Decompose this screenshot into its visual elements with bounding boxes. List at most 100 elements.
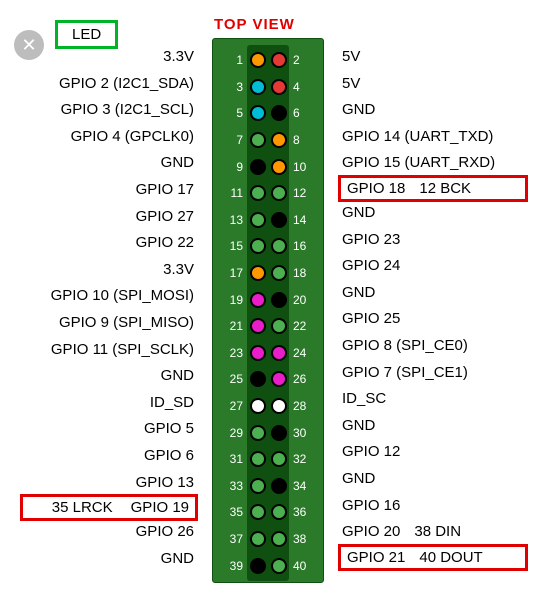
label-left-text: GPIO 17 bbox=[136, 181, 194, 198]
pin-left bbox=[250, 79, 266, 95]
pin-number-right: 38 bbox=[293, 532, 317, 546]
pin-right bbox=[271, 185, 287, 201]
label-right-text: GND bbox=[342, 470, 375, 487]
pin-row: 2122 bbox=[247, 313, 289, 340]
pin-number-left: 37 bbox=[219, 532, 243, 546]
pin-number-left: 9 bbox=[219, 160, 243, 174]
pin-number-right: 30 bbox=[293, 426, 317, 440]
pin-number-right: 24 bbox=[293, 346, 317, 360]
label-left-text: 3.3V bbox=[163, 261, 194, 278]
label-left-text: GND bbox=[161, 367, 194, 384]
label-left: GPIO 6 bbox=[0, 443, 200, 470]
pin-left bbox=[250, 371, 266, 387]
pin-row: 2324 bbox=[247, 340, 289, 367]
label-left: GPIO 22 bbox=[0, 230, 200, 257]
pin-number-left: 25 bbox=[219, 372, 243, 386]
pin-right bbox=[271, 371, 287, 387]
label-right: GND bbox=[336, 97, 536, 124]
pin-left bbox=[250, 425, 266, 441]
label-left: GPIO 10 (SPI_MOSI) bbox=[0, 283, 200, 310]
label-right-extra: 40 DOUT bbox=[419, 549, 482, 566]
pin-left bbox=[250, 478, 266, 494]
label-right-text: GPIO 8 (SPI_CE0) bbox=[342, 337, 468, 354]
label-right: GPIO 1812 BCK bbox=[338, 175, 528, 202]
pin-number-right: 16 bbox=[293, 239, 317, 253]
pin-right bbox=[271, 558, 287, 574]
label-left: GPIO 2 (I2C1_SDA) bbox=[0, 71, 200, 98]
pin-number-right: 22 bbox=[293, 319, 317, 333]
label-right-extra: 38 DIN bbox=[414, 523, 461, 540]
pin-row: 2728 bbox=[247, 393, 289, 420]
label-left: GPIO 17 bbox=[0, 177, 200, 204]
pin-number-right: 32 bbox=[293, 452, 317, 466]
label-left-text: GPIO 13 bbox=[136, 474, 194, 491]
pin-number-right: 12 bbox=[293, 186, 317, 200]
pin-left bbox=[250, 451, 266, 467]
label-right-text: GPIO 7 (SPI_CE1) bbox=[342, 364, 468, 381]
pin-left bbox=[250, 292, 266, 308]
label-right-text: GPIO 12 bbox=[342, 443, 400, 460]
pin-row: 1516 bbox=[247, 233, 289, 260]
pin-number-left: 7 bbox=[219, 133, 243, 147]
pin-right bbox=[271, 398, 287, 414]
labels-right-column: 5V5VGNDGPIO 14 (UART_TXD)GPIO 15 (UART_R… bbox=[336, 44, 536, 569]
pin-left bbox=[250, 212, 266, 228]
label-right-text: ID_SC bbox=[342, 390, 386, 407]
label-right-text: GPIO 18 bbox=[347, 180, 405, 197]
pin-row: 3334 bbox=[247, 473, 289, 500]
label-right: GPIO 16 bbox=[336, 493, 536, 520]
label-right: GND bbox=[336, 200, 536, 227]
pin-right bbox=[271, 159, 287, 175]
label-left-text: GND bbox=[161, 154, 194, 171]
pin-right bbox=[271, 425, 287, 441]
top-view-label: TOP VIEW bbox=[214, 16, 295, 33]
pin-left bbox=[250, 345, 266, 361]
pin-right bbox=[271, 79, 287, 95]
pin-row: 1314 bbox=[247, 207, 289, 234]
label-right: GPIO 15 (UART_RXD) bbox=[336, 150, 536, 177]
label-right: GPIO 23 bbox=[336, 227, 536, 254]
pin-row: 1718 bbox=[247, 260, 289, 287]
label-right-text: GPIO 16 bbox=[342, 497, 400, 514]
label-left-text: GPIO 2 (I2C1_SDA) bbox=[59, 75, 194, 92]
pin-left bbox=[250, 52, 266, 68]
label-right: GPIO 12 bbox=[336, 439, 536, 466]
label-right: GND bbox=[336, 466, 536, 493]
pin-strip: 1234567891011121314151617181920212223242… bbox=[247, 45, 289, 581]
label-right-text: GPIO 20 bbox=[342, 523, 400, 540]
pin-number-right: 20 bbox=[293, 293, 317, 307]
label-left-text: GPIO 3 (I2C1_SCL) bbox=[61, 101, 194, 118]
label-right-text: GPIO 21 bbox=[347, 549, 405, 566]
pin-left bbox=[250, 159, 266, 175]
label-right: GND bbox=[336, 280, 536, 307]
pin-number-right: 28 bbox=[293, 399, 317, 413]
label-left: GND bbox=[0, 546, 200, 573]
label-right: GPIO 7 (SPI_CE1) bbox=[336, 360, 536, 387]
pin-number-right: 4 bbox=[293, 80, 317, 94]
pin-right bbox=[271, 531, 287, 547]
label-left: 3.3V bbox=[0, 257, 200, 284]
pin-number-right: 10 bbox=[293, 160, 317, 174]
pin-right bbox=[271, 504, 287, 520]
pin-right bbox=[271, 478, 287, 494]
pin-number-right: 6 bbox=[293, 106, 317, 120]
pin-left bbox=[250, 105, 266, 121]
label-left-text: 3.3V bbox=[163, 48, 194, 65]
pin-number-left: 21 bbox=[219, 319, 243, 333]
pin-number-left: 31 bbox=[219, 452, 243, 466]
label-left: GPIO 26 bbox=[0, 519, 200, 546]
pin-row: 2930 bbox=[247, 419, 289, 446]
pin-number-right: 26 bbox=[293, 372, 317, 386]
pin-right bbox=[271, 105, 287, 121]
pin-row: 1920 bbox=[247, 286, 289, 313]
label-right: GPIO 24 bbox=[336, 253, 536, 280]
label-left-text: GPIO 19 bbox=[131, 499, 189, 516]
label-right: GND bbox=[336, 413, 536, 440]
label-right-text: 5V bbox=[342, 48, 360, 65]
label-left-text: ID_SD bbox=[150, 394, 194, 411]
label-right-text: GND bbox=[342, 204, 375, 221]
label-right-text: GND bbox=[342, 417, 375, 434]
pin-number-left: 3 bbox=[219, 80, 243, 94]
pin-left bbox=[250, 558, 266, 574]
label-right: GPIO 14 (UART_TXD) bbox=[336, 124, 536, 151]
